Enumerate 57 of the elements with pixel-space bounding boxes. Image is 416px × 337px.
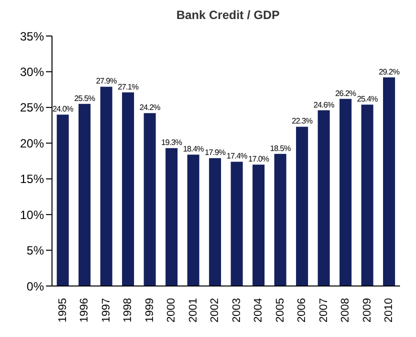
data-label: 27.9%: [96, 76, 117, 86]
data-label: 26.2%: [335, 88, 356, 98]
x-tick-label: 2005: [274, 298, 286, 322]
y-tick-label: 20%: [20, 136, 44, 150]
data-label: 27.1%: [118, 82, 139, 92]
data-label: 24.6%: [313, 100, 334, 110]
x-tick-label: 1998: [122, 298, 134, 322]
data-label: 25.4%: [356, 94, 378, 104]
x-tick-label: 2007: [318, 298, 330, 322]
data-label: 17.9%: [204, 148, 226, 158]
data-label: 24.2%: [139, 103, 160, 112]
y-tick-label: 25%: [20, 100, 44, 115]
bar: [122, 92, 134, 286]
chart-title: Bank Credit / GDP: [175, 8, 281, 22]
x-tick-label: 2002: [209, 298, 222, 322]
data-label: 17.4%: [226, 152, 248, 161]
bar: [166, 148, 178, 286]
x-tick-label: 1997: [100, 298, 112, 322]
x-tick-label: 2006: [296, 298, 308, 322]
x-tick-label: 1996: [78, 298, 91, 322]
data-label: 29.2%: [378, 67, 400, 76]
x-tick-label: 1999: [144, 298, 156, 322]
y-tick-label: 35%: [20, 29, 44, 44]
bar: [100, 86, 112, 286]
x-tick-label: 2003: [230, 298, 243, 322]
data-label: 22.3%: [292, 116, 313, 126]
bar: [383, 77, 396, 286]
y-tick-label: 0%: [26, 279, 44, 294]
y-tick-label: 5%: [26, 244, 44, 258]
bar: [230, 162, 243, 286]
x-tick-label: 2008: [340, 298, 352, 322]
data-label: 17.0%: [248, 154, 270, 164]
x-tick-label: 2001: [187, 298, 200, 322]
bar: [252, 164, 265, 286]
x-tick-label: 2010: [383, 298, 396, 322]
bar: [361, 104, 374, 286]
data-label: 19.3%: [161, 138, 182, 148]
data-label: 24.0%: [52, 104, 74, 114]
x-tick-label: 2004: [252, 298, 265, 322]
y-tick-label: 15%: [20, 172, 44, 186]
bar: [340, 98, 352, 286]
y-tick-label: 30%: [20, 64, 44, 79]
data-label: 18.4%: [182, 144, 204, 154]
x-tick-label: 2009: [361, 298, 374, 322]
bar: [274, 154, 286, 286]
bar: [56, 114, 69, 286]
data-label: 25.5%: [74, 94, 96, 103]
bar: [318, 110, 330, 286]
bar: [78, 104, 91, 286]
x-tick-label: 1995: [56, 298, 69, 322]
data-label: 18.5%: [270, 144, 291, 153]
bar: [187, 154, 200, 286]
y-tick-label: 10%: [20, 208, 44, 222]
bar: [296, 126, 308, 286]
bar: [209, 158, 222, 286]
bar: [144, 113, 156, 286]
x-tick-label: 2000: [166, 298, 178, 322]
